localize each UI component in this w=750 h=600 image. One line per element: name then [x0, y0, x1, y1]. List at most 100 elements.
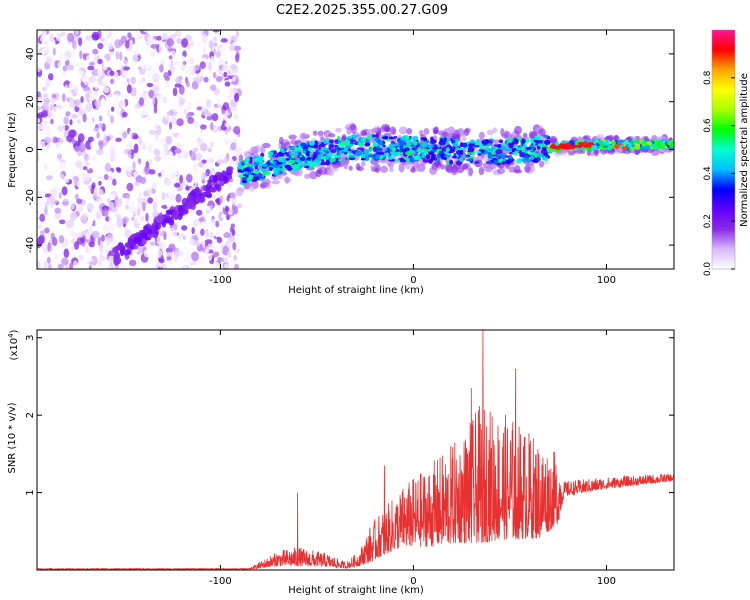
spectrogram-noise-blob [157, 144, 165, 151]
spectrogram-noise-blob [214, 261, 220, 269]
spectrogram-noise-blob [146, 115, 152, 121]
spectrogram-signal-blob [410, 142, 414, 145]
spectrogram-signal-blob [492, 159, 499, 165]
spectrogram-noise-blob [122, 208, 127, 214]
spectrogram-signal-blob [254, 157, 260, 163]
spectrogram-halo-blob [284, 177, 292, 183]
spectrogram-noise-blob [54, 166, 61, 172]
spectrogram-noise-blob [50, 118, 54, 125]
spectrogram-noise-blob [69, 212, 78, 221]
spectrogram-noise-blob [148, 129, 156, 136]
spectrogram-noise-blob [49, 97, 57, 104]
spectrogram-signal-blob [472, 144, 480, 148]
spectrogram-noise-blob [165, 115, 170, 120]
spectrogram-signal-blob [519, 153, 525, 158]
spectrogram-noise-blob [120, 260, 125, 269]
spectrogram-noise-blob [92, 48, 99, 55]
spectrogram-noise-blob [198, 254, 205, 265]
spectrogram-noise-blob [230, 64, 237, 70]
spectrogram-noise-blob [165, 135, 173, 145]
spectrogram-noise-blob [219, 45, 227, 55]
spectrogram-noise-blob [129, 111, 133, 122]
spectrogram-noise-blob [216, 153, 225, 158]
spectrogram-noise-blob [150, 39, 159, 45]
spectrogram-noise-blob [165, 198, 170, 208]
spectrogram-noise-blob [181, 55, 186, 61]
spectrogram-streak-blob [182, 209, 189, 215]
spectrogram-signal-blob [498, 139, 504, 144]
spectrogram-noise-blob [209, 141, 214, 148]
spectrogram-noise-blob [83, 128, 91, 137]
spectrogram-noise-blob [125, 204, 129, 210]
spectrogram-noise-blob [183, 190, 188, 196]
spectrogram-noise-blob [133, 134, 139, 140]
spectrogram-noise-blob [46, 256, 51, 264]
spectrogram-noise-blob [214, 140, 222, 146]
spectrogram-noise-blob [37, 152, 40, 163]
spectrogram-noise-blob [224, 122, 231, 128]
spectrogram-noise-blob [144, 63, 151, 70]
spectrogram-noise-blob [114, 71, 119, 78]
spectrogram-noise-blob [215, 50, 221, 59]
spectrogram-noise-blob [204, 239, 213, 245]
spectrogram-noise-blob [98, 253, 103, 263]
spectrogram-signal-blob [422, 148, 428, 152]
spectrogram-noise-blob [62, 65, 68, 72]
spectrogram-signal-blob [411, 147, 418, 151]
spectrogram-noise-blob [97, 42, 104, 50]
spectrogram-signal-blob [535, 135, 541, 139]
spectrogram-noise-blob [227, 250, 232, 259]
spectrogram-signal-blob [275, 167, 281, 172]
spectrogram-streak-blob [154, 222, 162, 230]
spectrogram-signal-blob [465, 158, 473, 162]
spectrogram-signal-blob [348, 135, 353, 139]
spectrogram-noise-blob [172, 108, 179, 113]
spectrogram-noise-blob [88, 177, 92, 183]
spectrogram-noise-blob [134, 181, 140, 187]
spectrogram-noise-blob [223, 263, 230, 269]
spectrogram-noise-blob [166, 110, 173, 116]
spectrogram-noise-blob [69, 262, 73, 269]
spectrogram-noise-blob [121, 197, 129, 203]
spectrogram-noise-blob [83, 262, 90, 269]
spectrogram-noise-blob [115, 137, 122, 143]
spectrogram-noise-blob [112, 215, 118, 225]
spectrogram-signal-blob [536, 157, 541, 162]
spectrogram-noise-blob [214, 229, 220, 238]
spectrogram-noise-blob [128, 130, 133, 141]
spectrogram-noise-blob [224, 35, 232, 45]
spectrogram-noise-blob [88, 96, 96, 102]
spectrogram-noise-blob [156, 112, 161, 118]
spectrogram-halo-blob [461, 164, 469, 170]
spectrogram-noise-blob [70, 169, 74, 177]
spectrogram-noise-blob [114, 59, 121, 68]
spectrogram-noise-blob [163, 143, 169, 152]
spectrogram-noise-blob [110, 193, 116, 200]
spectrogram-noise-blob [181, 225, 188, 231]
spectrogram-noise-blob [90, 255, 98, 266]
spectrogram-noise-blob [38, 46, 46, 56]
spectrogram-signal-blob [320, 155, 328, 160]
spectrogram-signal-blob [422, 159, 430, 163]
snr-ytick-label: 1 [25, 489, 36, 495]
spectrogram-noise-blob [110, 106, 115, 112]
spectrogram-noise-blob [74, 62, 80, 68]
spectrogram-signal-blob [245, 157, 251, 162]
spectrogram-noise-blob [61, 257, 69, 266]
spectrogram-noise-blob [227, 131, 231, 140]
spectrogram-signal-blob [379, 139, 384, 146]
spectrogram-noise-blob [95, 211, 102, 220]
spectrogram-streak-blob [153, 216, 161, 222]
spectrogram-signal-blob [393, 143, 399, 147]
spectrogram-noise-blob [133, 170, 139, 177]
spectrogram-signal-blob [267, 151, 274, 156]
spectrogram-noise-blob [153, 194, 158, 199]
spectrogram-noise-blob [212, 251, 220, 258]
spectrogram-noise-blob [116, 110, 121, 115]
spectrogram-noise-blob [123, 148, 132, 155]
spectrogram-halo-blob [463, 128, 470, 137]
spectrogram-noise-blob [147, 197, 154, 204]
spectrogram-signal-blob [634, 144, 641, 150]
colorbar: 0.0 0.2 0.4 0.6 0.8 Normalized spectral ampl… [703, 29, 750, 276]
spectrogram-noise-blob [164, 105, 172, 112]
